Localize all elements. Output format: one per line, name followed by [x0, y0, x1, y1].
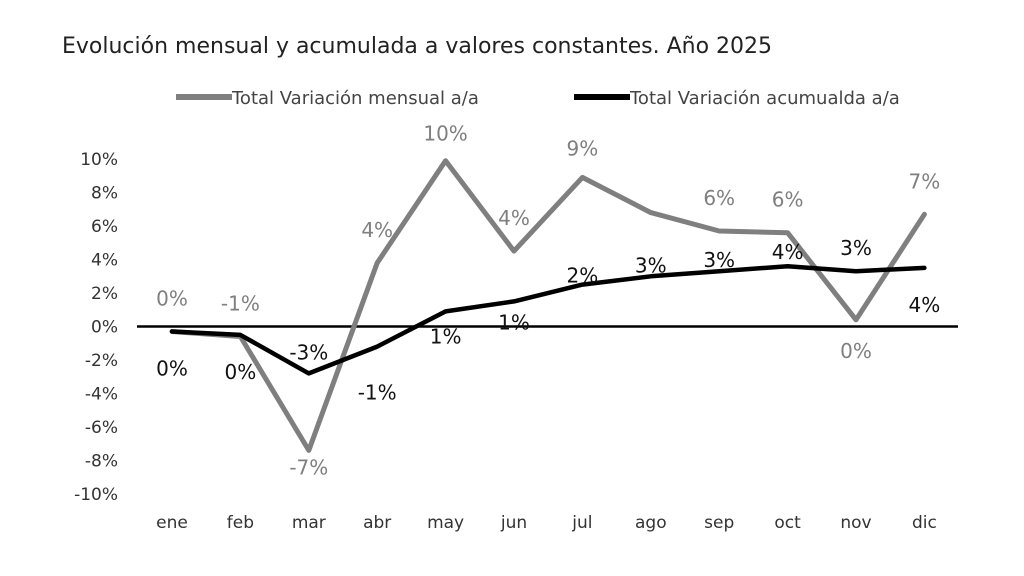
x-tick-label: jul: [571, 513, 592, 533]
x-tick-label: nov: [840, 513, 871, 533]
data-labels: 0% -1% -7% 4% 10% 4% 9% 6% 6% 0% 7% 0% 0% -3% -1% 1% 1% 2…: [156, 122, 940, 480]
data-label-acumulada: -3%: [289, 340, 328, 364]
x-tick-label: abr: [363, 513, 391, 533]
data-label-acumulada: 3%: [840, 236, 872, 260]
series-lines: [169, 158, 927, 453]
data-label-acumulada: 1%: [498, 310, 530, 334]
y-tick-label: -6%: [85, 418, 118, 438]
data-label-acumulada: 0%: [156, 357, 188, 381]
data-label-mensual: 4%: [361, 218, 393, 242]
y-tick-label: -8%: [85, 452, 118, 472]
data-label-mensual: 4%: [498, 206, 530, 230]
data-label-mensual: 6%: [772, 188, 804, 212]
data-label-acumulada: 3%: [703, 248, 735, 272]
data-label-acumulada: 0%: [225, 360, 257, 384]
x-tick-label: may: [427, 513, 464, 533]
y-axis: 10% 8% 6% 4% 2% 0% -2% -4% -6% -8% -10%: [74, 150, 118, 505]
chart-title: Evolución mensual y acumulada a valores …: [62, 34, 773, 59]
x-axis: ene feb mar abr may jun jul ago sep oct nov dic: [156, 513, 937, 533]
data-label-mensual: -7%: [289, 455, 328, 479]
y-tick-label: 4%: [91, 251, 118, 271]
y-tick-label: 8%: [91, 184, 118, 204]
x-tick-label: ene: [156, 513, 188, 533]
y-tick-label: -4%: [85, 385, 118, 405]
x-tick-label: jun: [500, 513, 527, 533]
y-tick-label: 0%: [91, 318, 118, 338]
x-tick-label: feb: [227, 513, 254, 533]
data-label-acumulada: 4%: [909, 293, 941, 317]
x-tick-label: oct: [774, 513, 801, 533]
data-label-acumulada: 1%: [430, 324, 462, 348]
data-label-mensual: 7%: [909, 169, 941, 193]
x-tick-label: sep: [704, 513, 734, 533]
x-tick-label: dic: [912, 513, 937, 533]
y-tick-label: 6%: [91, 217, 118, 237]
y-tick-label: 10%: [80, 150, 118, 170]
x-tick-label: ago: [635, 513, 667, 533]
data-label-acumulada: 4%: [772, 240, 804, 264]
legend-label-1: Total Variación mensual a/a: [231, 88, 479, 109]
y-tick-label: 2%: [91, 284, 118, 304]
data-label-acumulada: -1%: [358, 381, 397, 405]
y-tick-label: -10%: [74, 485, 118, 505]
x-tick-label: mar: [292, 513, 326, 533]
data-label-mensual: 9%: [567, 136, 599, 160]
legend-label-2: Total Variación acumualda a/a: [629, 88, 900, 109]
series-line-2: [169, 263, 927, 376]
data-label-acumulada: 2%: [567, 264, 599, 288]
data-label-mensual: 0%: [156, 287, 188, 311]
data-label-mensual: 6%: [703, 186, 735, 210]
data-label-mensual: -1%: [221, 292, 260, 316]
data-label-acumulada: 3%: [635, 253, 667, 277]
y-tick-label: -2%: [85, 351, 118, 371]
data-label-mensual: 10%: [423, 122, 467, 146]
series-line-1: [169, 158, 927, 453]
legend: Total Variación mensual a/a Total Variaci…: [176, 88, 900, 109]
data-label-mensual: 0%: [840, 339, 872, 363]
